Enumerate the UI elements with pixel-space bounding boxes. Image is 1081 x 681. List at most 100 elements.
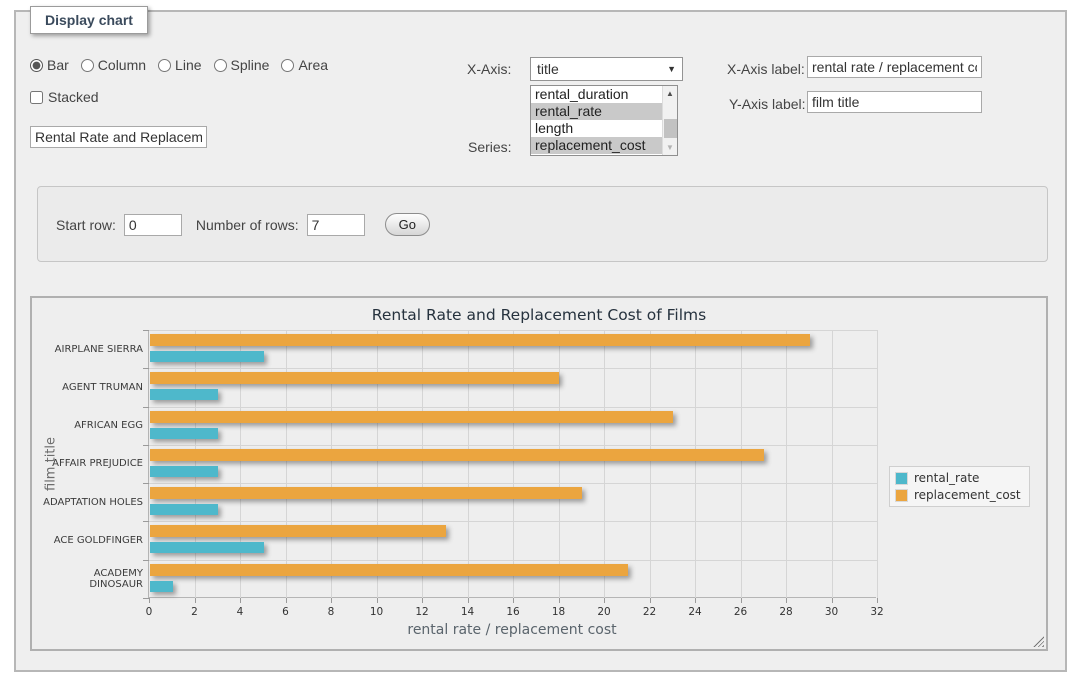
y-tick-mark <box>143 445 149 446</box>
chart-legend: rental_rate replacement_cost <box>889 466 1030 507</box>
bar-replacement-cost[interactable] <box>150 525 446 537</box>
bar-replacement-cost[interactable] <box>150 411 673 423</box>
x-tick-label: 0 <box>129 606 169 618</box>
radio-area[interactable] <box>281 59 294 72</box>
num-rows-input[interactable] <box>307 214 365 236</box>
bar-rental-rate[interactable] <box>150 504 218 515</box>
listbox-scrollbar[interactable]: ▲ ▼ <box>662 86 677 155</box>
x-axis-label-input[interactable] <box>807 56 982 78</box>
listbox-option[interactable]: rental_duration <box>531 86 662 103</box>
bar-rental-rate[interactable] <box>150 351 264 362</box>
gridline <box>149 330 877 331</box>
x-tick-mark <box>149 598 150 603</box>
legend-swatch <box>895 472 908 485</box>
x-tick-mark <box>650 598 651 603</box>
x-tick-label: 10 <box>357 606 397 618</box>
scroll-down-icon[interactable]: ▼ <box>663 140 677 155</box>
y-tick-mark <box>143 560 149 561</box>
radio-column-label: Column <box>98 57 146 73</box>
x-tick-mark <box>195 598 196 603</box>
category-label: AIRPLANE SIERRA <box>37 330 143 368</box>
y-tick-mark <box>143 330 149 331</box>
x-tick-mark <box>786 598 787 603</box>
gridline <box>650 330 651 598</box>
x-axis-select[interactable]: title ▼ <box>530 57 683 81</box>
y-tick-mark <box>143 521 149 522</box>
bar-replacement-cost[interactable] <box>150 449 764 461</box>
radio-bar-label: Bar <box>47 57 69 73</box>
x-tick-mark <box>877 598 878 603</box>
x-tick-mark <box>604 598 605 603</box>
listbox-option[interactable]: replacement_cost <box>531 137 662 154</box>
stacked-checkbox[interactable] <box>30 91 43 104</box>
y-axis-label-input[interactable] <box>807 91 982 113</box>
x-tick-label: 2 <box>175 606 215 618</box>
scrollbar-thumb[interactable] <box>664 119 677 138</box>
series-listbox-label: Series: <box>468 139 512 155</box>
chart-title-input[interactable] <box>30 126 207 148</box>
row-range-controls: Start row: Number of rows: Go <box>56 213 430 236</box>
x-tick-label: 22 <box>630 606 670 618</box>
x-tick-label: 20 <box>584 606 624 618</box>
go-button[interactable]: Go <box>385 213 430 236</box>
bar-replacement-cost[interactable] <box>150 372 559 384</box>
gridline <box>422 330 423 598</box>
series-listbox[interactable]: rental_durationrental_ratelengthreplacem… <box>530 85 678 156</box>
gridline <box>149 521 877 522</box>
bar-rental-rate[interactable] <box>150 428 218 439</box>
gridline <box>149 368 877 369</box>
bar-replacement-cost[interactable] <box>150 334 810 346</box>
legend-swatch <box>895 489 908 502</box>
gridline <box>695 330 696 598</box>
x-tick-label: 16 <box>493 606 533 618</box>
row-range-panel: Start row: Number of rows: Go <box>37 186 1048 262</box>
gridline <box>149 407 877 408</box>
gridline <box>149 445 877 446</box>
bar-rental-rate[interactable] <box>150 466 218 477</box>
gridline <box>877 330 878 598</box>
bar-rental-rate[interactable] <box>150 389 218 400</box>
scroll-up-icon[interactable]: ▲ <box>663 86 677 101</box>
x-tick-mark <box>559 598 560 603</box>
x-axis-label-caption: X-Axis label: <box>727 61 805 77</box>
gridline <box>331 330 332 598</box>
radio-column[interactable] <box>81 59 94 72</box>
y-tick-mark <box>143 368 149 369</box>
x-tick-label: 6 <box>266 606 306 618</box>
legend-item[interactable]: rental_rate <box>895 471 1021 485</box>
radio-bar[interactable] <box>30 59 43 72</box>
bar-replacement-cost[interactable] <box>150 487 582 499</box>
legend-item[interactable]: replacement_cost <box>895 488 1021 502</box>
gridline <box>195 330 196 598</box>
radio-line[interactable] <box>158 59 171 72</box>
x-tick-mark <box>377 598 378 603</box>
bar-rental-rate[interactable] <box>150 542 264 553</box>
x-tick-label: 26 <box>721 606 761 618</box>
gridline <box>513 330 514 598</box>
y-tick-mark <box>143 407 149 408</box>
listbox-option[interactable]: rental_rate <box>531 103 662 120</box>
x-tick-label: 12 <box>402 606 442 618</box>
gridline <box>786 330 787 598</box>
x-tick-mark <box>331 598 332 603</box>
listbox-option[interactable]: length <box>531 120 662 137</box>
resize-handle[interactable] <box>1033 636 1044 647</box>
y-tick-mark <box>143 483 149 484</box>
series-options: rental_durationrental_ratelengthreplacem… <box>531 86 662 155</box>
start-row-input[interactable] <box>124 214 182 236</box>
bar-rental-rate[interactable] <box>150 581 173 592</box>
category-label: ACE GOLDFINGER <box>37 521 143 559</box>
category-label: AGENT TRUMAN <box>37 368 143 406</box>
category-label: AFRICAN EGG <box>37 407 143 445</box>
x-tick-mark <box>832 598 833 603</box>
gridline <box>149 483 877 484</box>
category-label: AFFAIR PREJUDICE <box>37 445 143 483</box>
bar-replacement-cost[interactable] <box>150 564 628 576</box>
stacked-label: Stacked <box>48 89 99 105</box>
x-tick-label: 4 <box>220 606 260 618</box>
category-label: ADAPTATION HOLES <box>37 483 143 521</box>
fieldset-legend: Display chart <box>30 6 148 34</box>
radio-spline[interactable] <box>214 59 227 72</box>
gridline <box>240 330 241 598</box>
gridline <box>468 330 469 598</box>
